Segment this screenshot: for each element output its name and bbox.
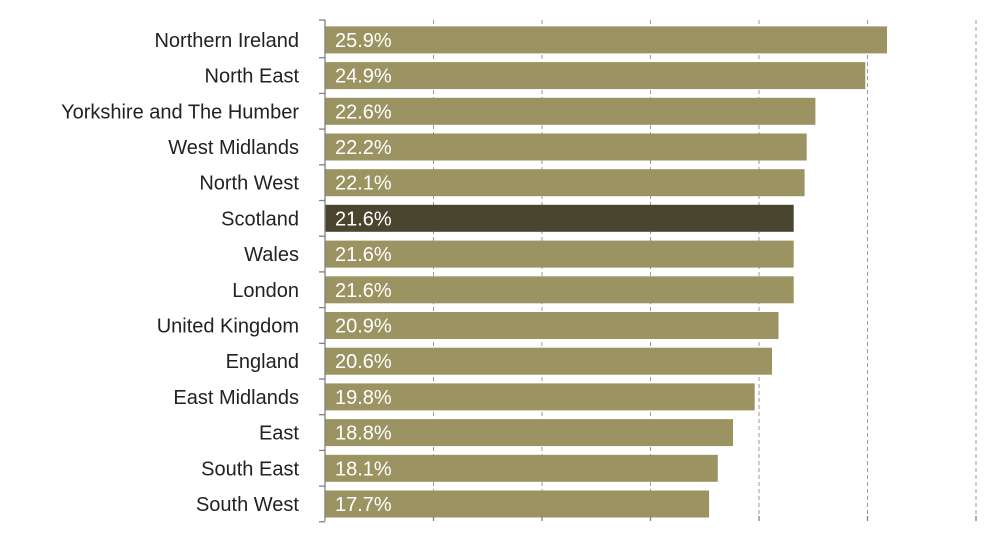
bars [325, 26, 887, 518]
value-label: 22.6% [335, 101, 392, 123]
bar-west-midlands [325, 133, 807, 161]
category-label: England [226, 351, 299, 373]
y-axis [319, 19, 977, 523]
bar-scotland [325, 204, 794, 232]
bar-east [325, 419, 733, 447]
value-label: 22.1% [335, 173, 392, 195]
category-label: Yorkshire and The Humber [61, 101, 299, 123]
value-label: 19.8% [335, 387, 392, 409]
category-labels: Northern Ireland North East Yorkshire and … [61, 30, 299, 516]
bar-united-kingdom [325, 312, 779, 339]
bar-wales [325, 240, 794, 268]
category-label: London [232, 280, 299, 302]
category-label: Scotland [221, 208, 299, 230]
bar-south-east [325, 454, 718, 482]
category-label: East Midlands [173, 387, 299, 409]
value-label: 18.8% [335, 423, 392, 445]
bar-yorkshire-and-the-humber [325, 97, 816, 125]
category-label: Northern Ireland [154, 30, 299, 52]
value-label: 24.9% [335, 66, 392, 88]
category-label: South East [201, 458, 299, 480]
value-label: 22.2% [335, 137, 392, 159]
value-labels: 25.9% 24.9% 22.6% 22.2% 22.1% 21.6% 21.6% 21.6%… [335, 30, 392, 516]
bar-south-west [325, 490, 710, 518]
bar-london [325, 276, 794, 304]
value-label: 17.7% [335, 494, 392, 516]
category-label: Wales [244, 244, 299, 266]
bar-north-east [325, 62, 866, 90]
value-label: 18.1% [335, 458, 392, 480]
value-label: 21.6% [335, 208, 392, 230]
category-label: North West [199, 173, 299, 195]
bar-england [325, 347, 772, 375]
category-label: East [259, 423, 299, 445]
value-label: 25.9% [335, 30, 392, 52]
value-label: 21.6% [335, 280, 392, 302]
bar-northern-ireland [325, 26, 887, 54]
category-label: United Kingdom [157, 316, 299, 338]
bar-north-west [325, 169, 805, 197]
category-label: West Midlands [168, 137, 299, 159]
category-label: South West [196, 494, 299, 516]
bar-east-midlands [325, 383, 755, 411]
category-label: North East [205, 66, 300, 88]
value-label: 21.6% [335, 244, 392, 266]
value-label: 20.9% [335, 316, 392, 338]
value-label: 20.6% [335, 351, 392, 373]
